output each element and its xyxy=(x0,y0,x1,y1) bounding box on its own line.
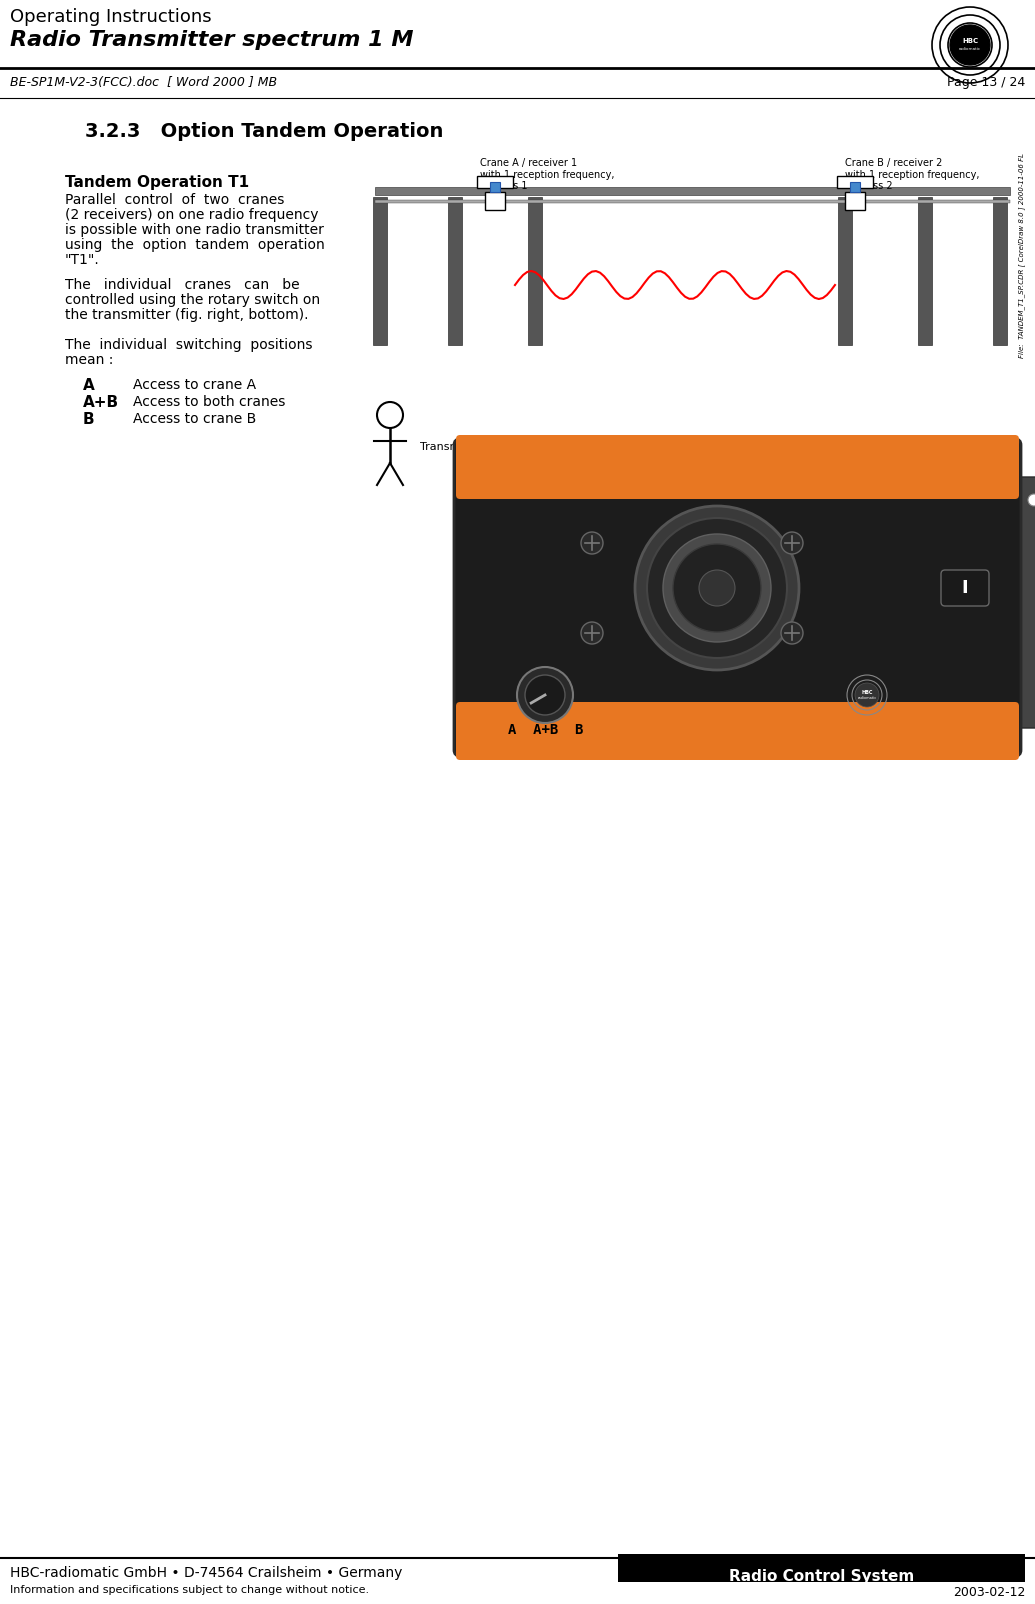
Circle shape xyxy=(525,675,565,715)
Text: Access to crane A: Access to crane A xyxy=(134,379,256,391)
Bar xyxy=(850,181,860,192)
Text: B: B xyxy=(83,412,94,427)
Bar xyxy=(993,197,1007,345)
Text: radiomatic: radiomatic xyxy=(857,696,877,699)
Text: Transmitter 1: Transmitter 1 xyxy=(420,443,495,452)
Circle shape xyxy=(1028,494,1035,505)
Text: 3.2.3   Option Tandem Operation: 3.2.3 Option Tandem Operation xyxy=(85,122,443,141)
Bar xyxy=(490,181,500,192)
Text: Information and specifications subject to change without notice.: Information and specifications subject t… xyxy=(10,1585,369,1594)
Text: A: A xyxy=(83,379,95,393)
Bar xyxy=(464,452,1011,492)
Circle shape xyxy=(518,667,573,723)
Bar xyxy=(618,1554,1025,1582)
Text: Crane B / receiver 2
with 1 reception frequency,
address 2: Crane B / receiver 2 with 1 reception fr… xyxy=(845,159,979,191)
Text: Parallel  control  of  two  cranes: Parallel control of two cranes xyxy=(65,192,285,207)
Circle shape xyxy=(781,533,803,553)
Bar xyxy=(485,192,505,210)
FancyBboxPatch shape xyxy=(1016,476,1035,728)
Bar xyxy=(448,197,462,345)
Bar xyxy=(375,165,1010,350)
Text: controlled using the rotary switch on: controlled using the rotary switch on xyxy=(65,294,320,306)
Text: HBC-radiomatic GmbH • D-74564 Crailsheim • Germany: HBC-radiomatic GmbH • D-74564 Crailsheim… xyxy=(10,1566,403,1580)
Circle shape xyxy=(581,533,603,553)
Bar xyxy=(373,197,387,345)
Circle shape xyxy=(855,683,879,707)
Text: File:  SP-1M_Layout-Industrie_Tandemf.CDR [ CorelDraw 8.0 ] 27.09.2000 FL: File: SP-1M_Layout-Industrie_Tandemf.CDR… xyxy=(551,747,923,759)
Text: I: I xyxy=(962,579,969,597)
Text: A+B: A+B xyxy=(83,395,119,411)
Text: Operating Instructions: Operating Instructions xyxy=(10,8,211,26)
Text: HBC: HBC xyxy=(861,690,873,696)
Text: mean :: mean : xyxy=(65,353,114,367)
Text: 2003-02-12: 2003-02-12 xyxy=(952,1586,1025,1599)
Text: The   individual   cranes   can   be: The individual cranes can be xyxy=(65,277,299,292)
Text: Crane A / receiver 1
with 1 reception frequency,
address 1: Crane A / receiver 1 with 1 reception fr… xyxy=(480,159,615,191)
Text: using  the  option  tandem  operation: using the option tandem operation xyxy=(65,237,325,252)
Circle shape xyxy=(699,569,735,606)
Text: File:  TANDEM_T1_SP.CDR [ CorelDraw 8.0 ] 2000-11-06 FL: File: TANDEM_T1_SP.CDR [ CorelDraw 8.0 ]… xyxy=(1018,152,1026,358)
Text: Access to both cranes: Access to both cranes xyxy=(134,395,286,409)
Circle shape xyxy=(647,518,787,658)
Text: the transmitter (fig. right, bottom).: the transmitter (fig. right, bottom). xyxy=(65,308,308,322)
Circle shape xyxy=(950,26,990,66)
Bar xyxy=(845,192,865,210)
Text: A  A+B  B: A A+B B xyxy=(508,723,584,736)
Bar xyxy=(464,714,1011,746)
FancyBboxPatch shape xyxy=(454,439,1021,755)
FancyBboxPatch shape xyxy=(456,435,1019,499)
Bar xyxy=(375,188,1010,196)
Text: Access to crane B: Access to crane B xyxy=(134,412,257,427)
Text: The  individual  switching  positions: The individual switching positions xyxy=(65,338,313,351)
Text: Radio Control System: Radio Control System xyxy=(730,1569,915,1585)
Bar xyxy=(528,197,542,345)
Circle shape xyxy=(781,622,803,643)
Text: Tandem Operation T1: Tandem Operation T1 xyxy=(65,175,249,189)
Text: (2 receivers) on one radio frequency: (2 receivers) on one radio frequency xyxy=(65,209,319,221)
Text: Radio Transmitter spectrum 1 M: Radio Transmitter spectrum 1 M xyxy=(10,30,414,50)
Text: radiomatic: radiomatic xyxy=(959,47,981,51)
Bar xyxy=(375,200,1010,204)
FancyBboxPatch shape xyxy=(456,703,1019,760)
Text: "T1".: "T1". xyxy=(65,253,99,266)
Text: HBC: HBC xyxy=(962,38,978,43)
Bar xyxy=(477,176,513,188)
Text: Page 13 / 24: Page 13 / 24 xyxy=(947,75,1025,88)
Circle shape xyxy=(581,622,603,643)
Text: BE-SP1M-V2-3(FCC).doc  [ Word 2000 ] MB: BE-SP1M-V2-3(FCC).doc [ Word 2000 ] MB xyxy=(10,75,277,88)
Text: is possible with one radio transmitter: is possible with one radio transmitter xyxy=(65,223,324,237)
FancyBboxPatch shape xyxy=(941,569,989,606)
Circle shape xyxy=(635,505,799,670)
Bar xyxy=(918,197,932,345)
Bar xyxy=(837,176,873,188)
Bar xyxy=(838,197,852,345)
Circle shape xyxy=(663,534,771,642)
Circle shape xyxy=(673,544,761,632)
